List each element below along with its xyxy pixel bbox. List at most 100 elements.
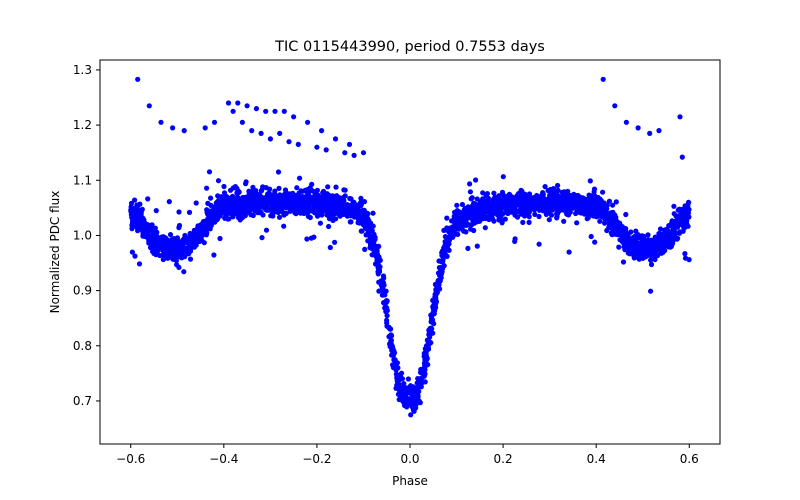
data-point <box>394 374 400 380</box>
data-point <box>604 210 610 216</box>
data-point <box>145 196 151 202</box>
data-point <box>476 205 482 211</box>
data-point <box>234 190 240 196</box>
data-point <box>136 211 142 217</box>
data-point <box>174 239 180 245</box>
data-point <box>266 207 272 213</box>
data-point <box>175 249 182 255</box>
data-point <box>192 229 199 235</box>
data-point <box>144 231 150 237</box>
data-point <box>179 244 185 250</box>
data-point <box>333 208 339 214</box>
data-point <box>619 224 626 230</box>
data-point <box>372 234 378 240</box>
data-point <box>348 209 354 215</box>
data-point <box>544 208 550 214</box>
data-point <box>579 198 585 204</box>
data-point <box>664 226 670 232</box>
x-axis-ticks: −0.6 −0.4 −0.2 0.0 0.2 0.4 0.6 <box>116 444 699 466</box>
data-point <box>276 185 282 191</box>
data-point <box>190 237 196 243</box>
data-point <box>217 210 223 216</box>
data-point <box>129 249 135 255</box>
data-point <box>202 125 208 131</box>
data-point <box>648 288 654 294</box>
data-point <box>291 203 298 209</box>
data-point <box>459 201 465 208</box>
data-point <box>314 187 320 193</box>
data-point <box>583 202 589 208</box>
data-point <box>142 224 149 230</box>
data-point <box>304 236 310 242</box>
data-point <box>317 208 323 214</box>
data-point <box>265 191 271 197</box>
x-tick-label: 0.4 <box>587 452 606 466</box>
data-point <box>239 215 245 221</box>
data-point <box>320 188 327 194</box>
data-point <box>258 188 264 194</box>
data-point <box>362 246 368 252</box>
data-point <box>166 199 172 205</box>
data-point <box>589 210 595 216</box>
data-point <box>135 76 141 82</box>
data-point <box>356 202 362 208</box>
data-point <box>463 229 469 235</box>
data-point <box>468 226 474 232</box>
data-point <box>215 198 221 204</box>
data-point <box>411 385 417 391</box>
data-point <box>536 241 542 247</box>
data-point <box>574 220 580 226</box>
data-point <box>204 185 210 191</box>
data-point <box>379 285 385 291</box>
data-point <box>267 186 273 192</box>
data-point <box>372 261 379 267</box>
data-point <box>328 213 335 220</box>
data-point <box>233 211 239 217</box>
data-point <box>461 207 467 213</box>
data-point <box>472 211 478 217</box>
data-point <box>467 189 473 195</box>
y-axis-label: Normalized PDC flux <box>48 191 62 314</box>
data-point <box>209 210 215 217</box>
data-point <box>281 223 287 229</box>
data-point <box>384 323 390 329</box>
data-point <box>325 184 331 190</box>
data-point <box>684 218 690 224</box>
data-point <box>467 181 473 187</box>
data-point <box>147 234 153 240</box>
data-point <box>586 192 592 198</box>
data-point <box>176 264 182 270</box>
data-point <box>591 189 597 195</box>
data-point <box>671 211 677 217</box>
data-point <box>365 218 371 224</box>
data-point <box>660 231 666 237</box>
data-point <box>663 236 669 242</box>
data-point <box>135 216 141 222</box>
data-point <box>314 144 320 150</box>
data-point <box>485 195 491 201</box>
data-point <box>526 219 532 225</box>
data-point <box>243 181 249 187</box>
data-point <box>355 210 361 217</box>
data-point <box>157 245 163 251</box>
data-point <box>526 214 532 220</box>
data-point <box>220 206 226 212</box>
data-point <box>301 205 307 211</box>
data-point <box>181 128 187 134</box>
data-point <box>241 196 247 203</box>
data-point <box>208 202 214 208</box>
data-point <box>669 219 675 225</box>
data-point <box>415 381 421 387</box>
data-point <box>403 393 409 399</box>
data-point <box>390 346 396 352</box>
data-point <box>355 220 361 226</box>
data-point <box>554 189 560 195</box>
data-point <box>514 214 521 220</box>
data-point <box>548 212 555 218</box>
data-point <box>640 255 646 261</box>
data-point <box>645 232 651 238</box>
data-point <box>146 240 152 246</box>
data-point <box>610 226 616 232</box>
data-point <box>583 209 590 215</box>
data-point <box>272 195 278 202</box>
